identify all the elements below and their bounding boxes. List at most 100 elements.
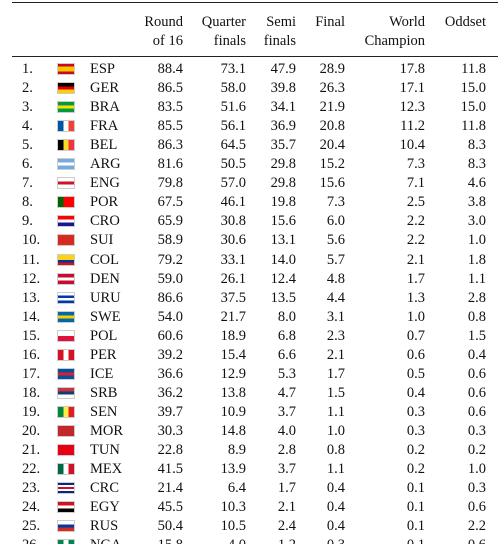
country-code: POR	[90, 194, 119, 211]
value-cell: 0.4	[467, 346, 486, 363]
country-code: MOR	[90, 422, 124, 439]
country-code: DEN	[90, 270, 120, 287]
flag	[57, 215, 75, 228]
value-cell: 36.2	[157, 384, 183, 401]
flag	[57, 158, 75, 171]
value-cell: 0.3	[467, 480, 486, 497]
country-code: EGY	[90, 499, 120, 516]
value-cell: 0.4	[326, 480, 345, 497]
value-cell: 30.8	[220, 213, 246, 230]
value-cell: 56.1	[220, 118, 246, 135]
rank: 15.	[22, 327, 41, 344]
value-cell: 10.4	[399, 137, 425, 154]
value-cell: 3.8	[467, 194, 486, 211]
value-cell: 4.4	[326, 289, 345, 306]
value-cell: 79.2	[157, 251, 183, 268]
value-cell: 20.4	[319, 137, 345, 154]
flag	[57, 329, 75, 342]
rank: 16.	[22, 346, 41, 363]
value-cell: 45.5	[157, 499, 183, 516]
value-cell: 8.3	[467, 156, 486, 173]
value-cell: 21.7	[220, 308, 246, 325]
value-cell: 36.9	[270, 118, 296, 135]
rank: 20.	[22, 422, 41, 439]
flag	[57, 520, 75, 533]
country-code: BRA	[90, 99, 120, 116]
value-cell: 1.2	[278, 536, 296, 544]
value-cell: 15.0	[460, 99, 486, 116]
flag	[57, 177, 75, 190]
flag	[57, 63, 75, 75]
flag	[57, 405, 75, 418]
value-cell: 28.9	[319, 61, 345, 77]
value-cell: 2.1	[326, 346, 345, 363]
country-code: URU	[90, 289, 121, 306]
header-cell: Semi	[266, 14, 296, 30]
header-cell: Oddset	[444, 14, 486, 30]
flag	[57, 501, 75, 514]
rank: 24.	[22, 499, 41, 516]
value-cell: 58.0	[220, 80, 246, 97]
value-cell: 13.9	[220, 461, 246, 478]
value-cell: 29.8	[270, 156, 296, 173]
value-cell: 1.3	[406, 289, 425, 306]
value-cell: 0.6	[468, 536, 486, 544]
value-cell: 4.0	[228, 536, 246, 544]
value-cell: 39.7	[157, 403, 183, 420]
value-cell: 79.8	[157, 175, 183, 192]
value-cell: 54.0	[157, 308, 183, 325]
value-cell: 4.0	[277, 422, 296, 439]
value-cell: 21.4	[157, 480, 183, 497]
flag	[57, 310, 75, 323]
value-cell: 1.7	[277, 480, 296, 497]
value-cell: 6.8	[277, 327, 296, 344]
value-cell: 0.2	[406, 442, 425, 458]
value-cell: 59.0	[157, 270, 183, 287]
flag	[57, 82, 75, 95]
flag	[57, 139, 75, 152]
value-cell: 0.3	[406, 422, 425, 439]
rank: 19.	[22, 403, 41, 420]
rank: 22.	[22, 461, 41, 478]
value-cell: 1.7	[406, 270, 425, 287]
rank: 6.	[22, 156, 33, 173]
value-cell: 39.8	[270, 80, 296, 97]
value-cell: 0.2	[406, 461, 425, 478]
value-cell: 0.4	[406, 384, 425, 401]
value-cell: 0.3	[467, 422, 486, 439]
value-cell: 65.9	[157, 213, 183, 230]
value-cell: 13.5	[270, 289, 296, 306]
flag	[57, 424, 75, 437]
value-cell: 6.4	[227, 480, 246, 497]
rank: 3.	[22, 99, 33, 116]
value-cell: 0.2	[467, 442, 486, 458]
header-cell: Round	[144, 14, 183, 30]
rank: 23.	[22, 480, 41, 497]
value-cell: 88.4	[157, 61, 183, 77]
value-cell: 15.6	[319, 175, 345, 192]
value-cell: 58.9	[157, 232, 183, 249]
country-code: BEL	[90, 137, 118, 154]
rank: 13.	[22, 289, 41, 306]
value-cell: 73.1	[220, 61, 246, 77]
rank: 21.	[22, 442, 41, 458]
value-cell: 1.0	[467, 232, 486, 249]
rank: 7.	[22, 175, 33, 192]
rank: 1.	[22, 61, 33, 77]
value-cell: 51.6	[220, 99, 246, 116]
value-cell: 50.5	[220, 156, 246, 173]
value-cell: 86.5	[157, 80, 183, 97]
flag	[57, 234, 75, 247]
value-cell: 14.8	[220, 422, 246, 439]
value-cell: 15.8	[158, 536, 183, 544]
value-cell: 1.5	[467, 327, 486, 344]
value-cell: 29.8	[270, 175, 296, 192]
value-cell: 11.8	[461, 61, 486, 77]
flag	[57, 253, 75, 266]
value-cell: 6.0	[326, 213, 345, 230]
rank: 4.	[22, 118, 33, 135]
country-code: PER	[90, 346, 117, 363]
value-cell: 14.0	[270, 251, 296, 268]
value-cell: 5.6	[326, 232, 345, 249]
